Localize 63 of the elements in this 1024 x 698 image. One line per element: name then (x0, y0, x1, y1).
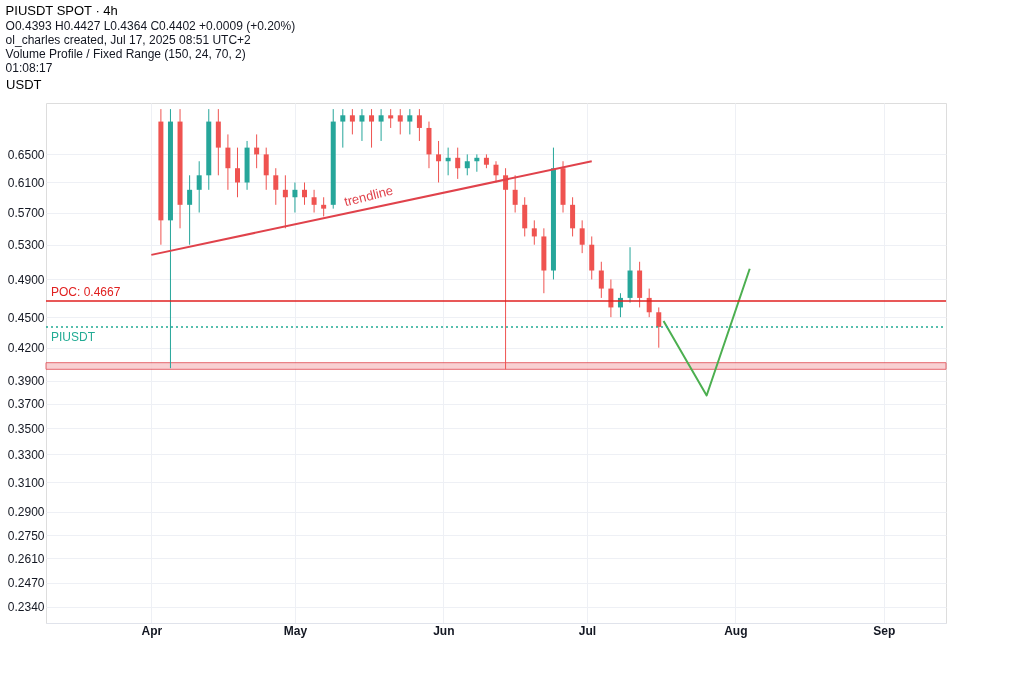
y-tick-label: 0.4900 (7, 272, 45, 287)
y-tick-label: 0.3900 (7, 374, 45, 388)
y-tick-label: 0.6100 (7, 175, 45, 190)
text: trendline (342, 182, 395, 210)
candlestick (531, 219, 537, 246)
candlestick (321, 196, 327, 217)
candlestick (340, 108, 346, 149)
text: 01:08:17 (5, 61, 53, 75)
y-tick-label: 0.3700 (7, 397, 45, 412)
x-tick-label: May (283, 623, 308, 638)
candlestick (302, 181, 308, 206)
candlestick (234, 147, 240, 198)
candlestick (388, 108, 394, 129)
text: ol_charles created, Jul 17, 2025 08:51 UTC+2 (5, 33, 252, 47)
x-tick-label: Jul (578, 623, 597, 638)
candlestick (225, 133, 231, 191)
candlestick (397, 108, 403, 135)
x-tick-label: Apr (141, 623, 163, 638)
candlestick (273, 167, 279, 206)
candlestick (493, 160, 499, 183)
candlestick (579, 219, 585, 254)
candlestick (455, 147, 461, 180)
candlestick (263, 147, 269, 191)
ref-line-label: POC: 0.4667 (51, 285, 121, 300)
chart-subtitle: O0.4393 H0.4427 L0.4364 C0.4402 +0.0009 (+0.20%) (5, 19, 296, 33)
y-tick-label: 0.6500 (7, 147, 45, 162)
x-tick-label: Jun (433, 623, 455, 638)
y-tick-label: 0.3500 (7, 421, 45, 436)
x-tick-label: Aug (724, 623, 748, 638)
y-tick-label: 0.5300 (7, 238, 45, 253)
candlestick (416, 108, 422, 142)
text: Volume Profile / Fixed Range (150, 24, 70, 2) (5, 47, 246, 61)
y-tick-label: 0.2470 (7, 576, 45, 591)
candlestick (522, 196, 528, 237)
candlestick (369, 108, 375, 149)
candlestick (656, 306, 662, 349)
y-tick-label: 0.2610 (7, 551, 45, 566)
y-tick-label: 0.3300 (7, 447, 45, 462)
candlestick (359, 108, 365, 142)
chart-title: PIUSDT SPOT · 4h (5, 3, 118, 18)
candlestick (598, 261, 604, 299)
y-axis-title: USDT (6, 76, 42, 92)
candlestick (464, 153, 470, 176)
y-tick-label: 0.2900 (7, 505, 45, 520)
candlestick (407, 108, 413, 135)
candlestick (512, 174, 518, 214)
x-tick-label: Sep (873, 623, 896, 638)
y-tick-label: 0.3100 (7, 475, 45, 490)
candlestick (196, 160, 202, 214)
candlestick (349, 108, 355, 135)
candlestick (187, 174, 193, 246)
candlestick (292, 181, 298, 214)
y-tick-label: 0.4200 (7, 341, 45, 356)
ref-line-label: PIUSDT (51, 329, 96, 344)
y-tick-label: 0.4500 (7, 310, 45, 325)
candlestick (311, 189, 317, 214)
y-tick-label: 0.2340 (7, 600, 45, 615)
candlestick (282, 174, 288, 229)
y-tick-label: 0.2750 (7, 528, 45, 543)
candlestick (570, 196, 576, 237)
candlestick (436, 140, 442, 183)
candlestick (378, 108, 384, 142)
y-tick-label: 0.5700 (7, 206, 45, 221)
